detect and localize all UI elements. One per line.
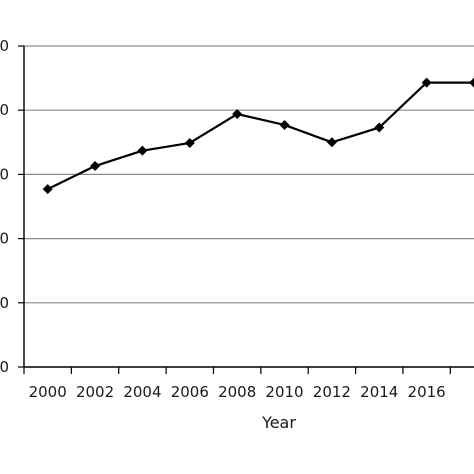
data-point: [374, 122, 385, 133]
data-point: [90, 161, 101, 172]
y-tick-label: 0: [0, 165, 9, 183]
y-tick-label: 0: [0, 230, 9, 248]
y-tick-label: 0: [0, 358, 9, 376]
x-tick-labels: 2000 2002 2004 2006 2008 2010 2012 2014 2016: [29, 383, 446, 401]
data-point: [469, 77, 474, 88]
y-tick-label: 0: [0, 101, 9, 119]
data-point: [184, 137, 195, 148]
x-tick-label: 2016: [408, 383, 446, 401]
data-point: [279, 119, 290, 130]
x-tick-label: 2002: [76, 383, 114, 401]
gridlines: [24, 45, 474, 304]
x-tick-label: 2014: [360, 383, 398, 401]
y-tick-labels: 0 0 0 0 0 0: [0, 37, 9, 376]
series-line: [47, 81, 474, 191]
data-point: [137, 145, 148, 156]
x-tick-label: 2004: [123, 383, 161, 401]
x-tick-label: 2006: [171, 383, 209, 401]
data-point: [42, 184, 53, 195]
x-tick-label: 2012: [313, 383, 351, 401]
data-point: [326, 137, 337, 148]
data-point: [232, 109, 243, 120]
x-tick-label: 2000: [29, 383, 67, 401]
y-tick-label: 0: [0, 294, 9, 312]
axes: [18, 45, 474, 374]
x-tick-label: 2008: [218, 383, 256, 401]
y-tick-label: 0: [0, 37, 9, 55]
data-point: [421, 77, 432, 88]
data-series: [42, 77, 474, 195]
x-tick-label: 2010: [265, 383, 303, 401]
x-axis-title: Year: [261, 413, 296, 432]
